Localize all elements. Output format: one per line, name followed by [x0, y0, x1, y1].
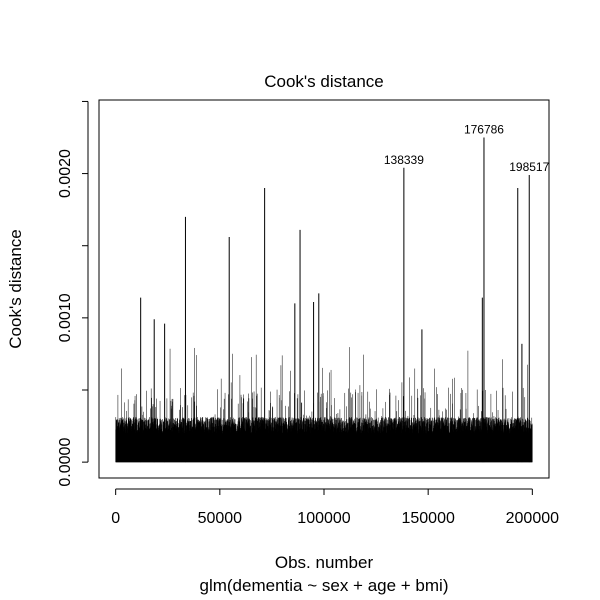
model-formula-subtitle: glm(dementia ~ sex + age + bmi): [200, 576, 449, 595]
chart-title: Cook's distance: [264, 72, 383, 91]
highlighted-point-label: 176786: [464, 123, 504, 137]
y-tick-label: 0.0000: [57, 438, 74, 487]
y-tick-label: 0.0010: [57, 293, 74, 342]
x-tick-label: 150000: [401, 510, 454, 527]
x-axis: 0 50000 100000 150000 200000: [111, 488, 559, 527]
y-axis: 0.0000 0.0010 0.0020: [57, 100, 89, 487]
x-axis-label: Obs. number: [275, 553, 374, 572]
x-tick-label: 0: [111, 510, 120, 527]
plot-frame: [98, 99, 550, 479]
x-tick-label: 100000: [297, 510, 350, 527]
distance-bars-base: [115, 433, 533, 463]
y-axis-label: Cook's distance: [6, 229, 25, 348]
x-tick-label: 50000: [198, 510, 243, 527]
y-tick-label: 0.0020: [57, 149, 74, 198]
cooks-distance-bars: [115, 137, 533, 463]
highlighted-point-label: 198517: [509, 160, 549, 174]
x-tick-label: 200000: [506, 510, 559, 527]
point-annotations: 138339 176786 198517: [384, 123, 550, 175]
highlighted-point-label: 138339: [384, 153, 424, 167]
